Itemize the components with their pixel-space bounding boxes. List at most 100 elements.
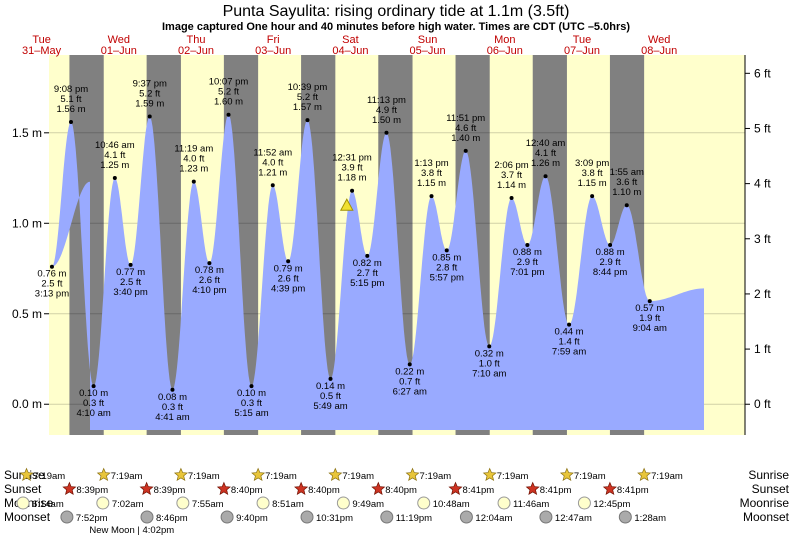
day-date-label: 01–Jun bbox=[101, 45, 137, 57]
moonrise-icon bbox=[336, 496, 350, 510]
sunset-time: 8:41pm bbox=[617, 485, 649, 496]
moonrise-icon bbox=[176, 496, 190, 510]
moonset-row-label: Moonset bbox=[4, 510, 51, 524]
sunrise-time: 7:19am bbox=[111, 471, 143, 482]
day-of-week-label: Fri bbox=[267, 34, 280, 46]
sunset-time: 8:40pm bbox=[308, 485, 340, 496]
extreme-point bbox=[463, 148, 468, 153]
moonset-icon bbox=[60, 510, 74, 524]
sunrise-time: 7:19am bbox=[188, 471, 220, 482]
sunrise-time: 7:19am bbox=[497, 471, 529, 482]
moonrise-time: 12:45pm bbox=[593, 499, 630, 510]
extreme-point bbox=[270, 183, 275, 188]
low-tide-label: 0.22 m bbox=[395, 366, 424, 377]
low-tide-label: 0.79 m bbox=[274, 263, 303, 274]
moonrise-icon bbox=[417, 496, 431, 510]
day-of-week-label: Wed bbox=[108, 34, 130, 46]
sunset-icon bbox=[448, 481, 463, 496]
sunrise-icon bbox=[96, 467, 111, 482]
extreme-point bbox=[608, 243, 613, 247]
low-tide-label: 0.88 m bbox=[513, 247, 542, 258]
sunrise-icon bbox=[251, 467, 266, 482]
sunset-icon bbox=[62, 481, 77, 496]
moonrise-time: 7:02am bbox=[112, 499, 144, 510]
day-of-week-label: Mon bbox=[494, 34, 515, 46]
low-tide-label: 0.3 ft bbox=[241, 398, 262, 409]
extreme-point bbox=[525, 243, 530, 247]
sunset-time: 8:41pm bbox=[540, 485, 572, 496]
low-tide-label: 2.5 ft bbox=[41, 279, 62, 290]
tide-series bbox=[51, 114, 704, 430]
moonset-icon bbox=[539, 510, 553, 524]
sunrise-icon bbox=[637, 467, 652, 482]
low-tide-label: 4:41 am bbox=[155, 412, 189, 423]
moonrise-icon bbox=[96, 496, 110, 510]
y-right-tick-label: 1 ft bbox=[754, 342, 771, 356]
low-tide-label: 0.77 m bbox=[116, 267, 145, 278]
moonset-icon bbox=[140, 510, 154, 524]
sunset-row-label: Sunset bbox=[4, 482, 42, 496]
sunset-icon bbox=[602, 481, 617, 496]
extreme-point bbox=[624, 203, 629, 208]
low-tide-label: 0.10 m bbox=[79, 388, 108, 399]
extreme-point bbox=[147, 114, 152, 119]
low-tide-label: 6:27 am bbox=[393, 386, 427, 397]
moonset-time: 1:28am bbox=[634, 513, 666, 524]
moonset-time: 11:19pm bbox=[396, 513, 432, 524]
extreme-point bbox=[49, 264, 54, 269]
high-tide-label: 3:09 pm bbox=[575, 158, 609, 169]
sunrise-time: 7:19am bbox=[651, 471, 683, 482]
moonrise-row-label-right: Moonrise bbox=[740, 496, 790, 510]
day-of-week-label: Thu bbox=[187, 34, 206, 46]
high-tide-label: 1.57 m bbox=[293, 102, 322, 113]
low-tide-label: 1.9 ft bbox=[639, 313, 660, 324]
y-right-tick-label: 2 ft bbox=[754, 287, 771, 301]
high-tide-label: 1.14 m bbox=[497, 180, 526, 191]
high-tide-label: 1.59 m bbox=[135, 99, 164, 110]
sunrise-icon bbox=[173, 467, 188, 482]
moonrise-time: 8:51am bbox=[272, 499, 304, 510]
extreme-point bbox=[509, 195, 514, 200]
extreme-point bbox=[365, 253, 370, 258]
moonrise-time: 9:49am bbox=[352, 499, 384, 510]
extreme-point bbox=[170, 387, 175, 392]
day-of-week-label: Sat bbox=[342, 34, 359, 46]
low-tide-label: 4:39 pm bbox=[271, 283, 305, 294]
high-tide-label: 1.40 m bbox=[451, 133, 480, 144]
high-tide-label: 1.21 m bbox=[258, 167, 287, 178]
day-of-week-label: Tue bbox=[573, 34, 592, 46]
moonrise-time: 7:55am bbox=[192, 499, 224, 510]
extreme-point bbox=[407, 362, 412, 367]
y-right-tick-label: 3 ft bbox=[754, 232, 771, 246]
extreme-point bbox=[305, 118, 310, 123]
high-tide-label: 10:07 pm bbox=[209, 77, 249, 88]
low-tide-label: 0.7 ft bbox=[399, 376, 420, 387]
low-tide-label: 7:01 pm bbox=[510, 267, 544, 278]
low-tide-label: 0.08 m bbox=[158, 392, 187, 403]
day-date-label: 03–Jun bbox=[255, 45, 291, 57]
moonset-icon bbox=[300, 510, 314, 524]
moonset-icon bbox=[459, 510, 473, 524]
sunset-row-label-right: Sunset bbox=[752, 482, 790, 496]
high-tide-label: 1.60 m bbox=[214, 97, 243, 108]
sunrise-time: 7:19am bbox=[265, 471, 297, 482]
low-tide-label: 2.6 ft bbox=[199, 275, 220, 286]
low-tide-label: 3:13 pm bbox=[35, 289, 69, 300]
low-tide-label: 1.0 ft bbox=[479, 358, 500, 369]
moonrise-icon bbox=[256, 496, 270, 510]
y-left-tick-label: 1.5 m bbox=[12, 126, 42, 140]
new-moon-label: New Moon | 4:02pm bbox=[89, 525, 174, 536]
low-tide-label: 3:40 pm bbox=[113, 287, 147, 298]
extreme-point bbox=[567, 322, 572, 327]
high-tide-label: 1.23 m bbox=[179, 164, 208, 175]
low-tide-label: 0.5 ft bbox=[320, 391, 341, 402]
high-tide-label: 5.2 ft bbox=[218, 87, 239, 98]
low-tide-label: 5:15 am bbox=[234, 408, 268, 419]
extreme-point bbox=[68, 119, 73, 124]
high-tide-label: 5.2 ft bbox=[139, 89, 160, 100]
day-date-label: 04–Jun bbox=[332, 45, 368, 57]
day-date-label: 05–Jun bbox=[410, 45, 446, 57]
moonrise-time: 6:14am bbox=[32, 499, 64, 510]
high-tide-label: 1.50 m bbox=[372, 115, 401, 126]
moonrise-time: 10:48am bbox=[433, 499, 470, 510]
